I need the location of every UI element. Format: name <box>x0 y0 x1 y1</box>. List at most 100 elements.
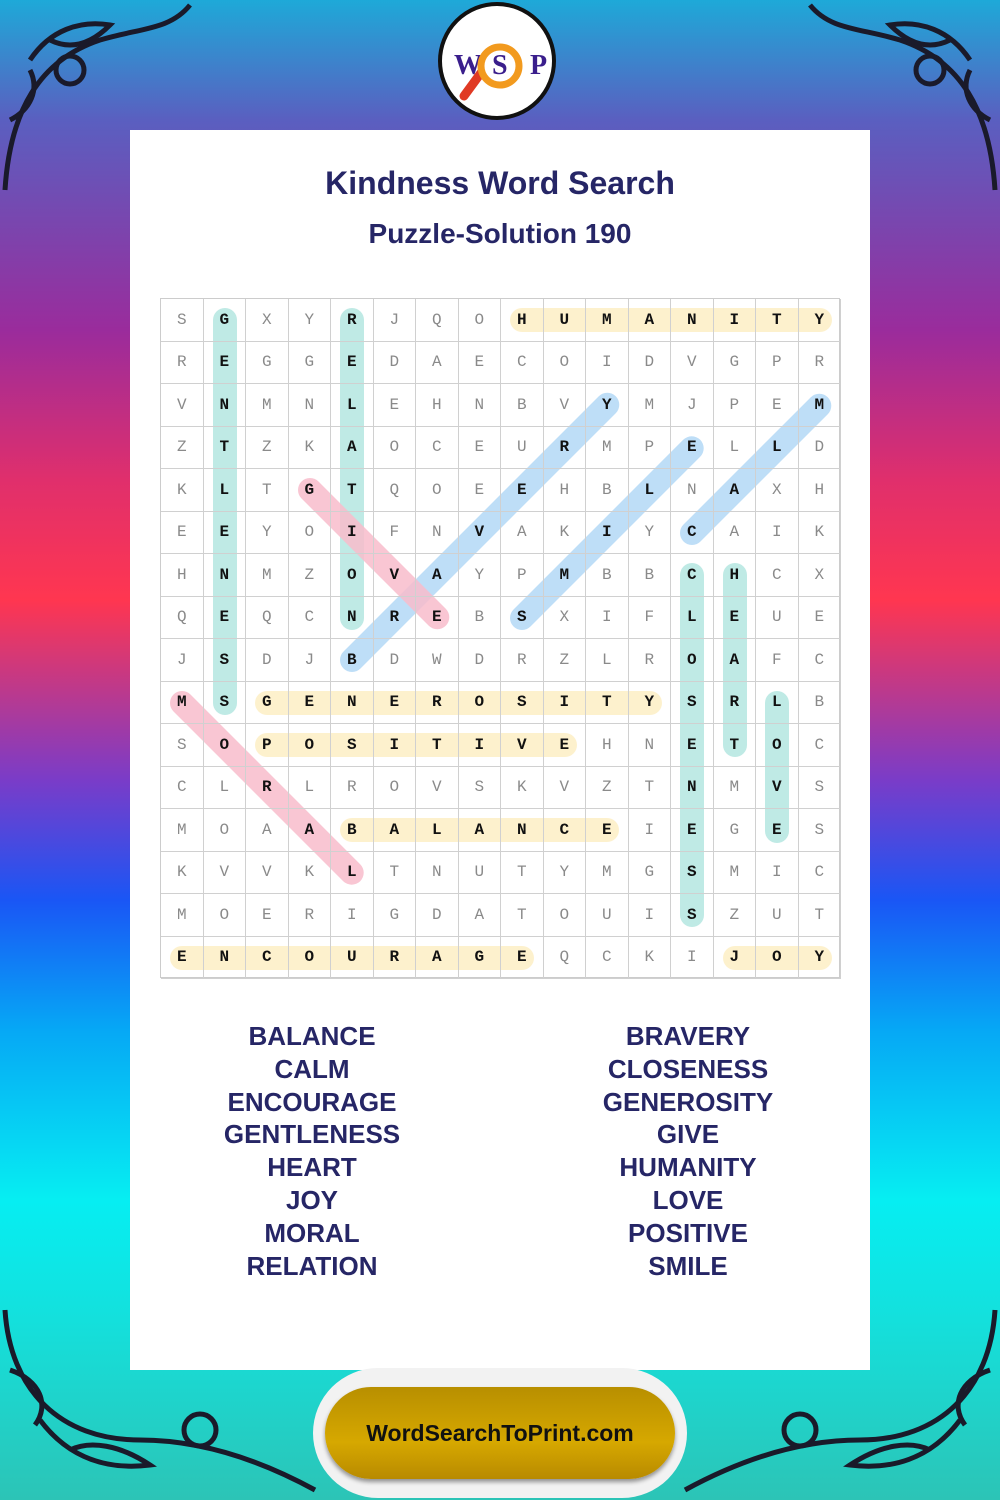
grid-cell[interactable]: E <box>671 724 714 767</box>
grid-cell[interactable]: N <box>331 596 374 639</box>
grid-cell[interactable]: E <box>161 511 204 554</box>
grid-cell[interactable]: C <box>798 851 841 894</box>
grid-cell[interactable]: N <box>458 384 501 427</box>
grid-cell[interactable]: S <box>331 724 374 767</box>
grid-cell[interactable]: E <box>586 809 629 852</box>
grid-cell[interactable]: V <box>543 384 586 427</box>
grid-cell[interactable]: T <box>586 681 629 724</box>
grid-cell[interactable]: I <box>331 894 374 937</box>
grid-cell[interactable]: I <box>373 724 416 767</box>
grid-cell[interactable]: G <box>288 469 331 512</box>
grid-cell[interactable]: M <box>713 766 756 809</box>
grid-cell[interactable]: I <box>628 894 671 937</box>
grid-cell[interactable]: S <box>671 851 714 894</box>
grid-cell[interactable]: M <box>246 384 289 427</box>
grid-cell[interactable]: D <box>416 894 459 937</box>
grid-cell[interactable]: C <box>671 511 714 554</box>
grid-cell[interactable]: O <box>543 341 586 384</box>
grid-cell[interactable]: V <box>373 554 416 597</box>
grid-cell[interactable]: A <box>713 639 756 682</box>
grid-cell[interactable]: Q <box>416 299 459 342</box>
grid-cell[interactable]: E <box>331 341 374 384</box>
grid-cell[interactable]: I <box>458 724 501 767</box>
grid-cell[interactable]: N <box>203 554 246 597</box>
grid-cell[interactable]: M <box>628 384 671 427</box>
grid-cell[interactable]: K <box>161 851 204 894</box>
grid-cell[interactable]: O <box>458 299 501 342</box>
grid-cell[interactable]: C <box>416 426 459 469</box>
grid-cell[interactable]: L <box>713 426 756 469</box>
grid-cell[interactable]: I <box>713 299 756 342</box>
grid-cell[interactable]: O <box>288 936 331 979</box>
grid-cell[interactable]: F <box>628 596 671 639</box>
grid-cell[interactable]: N <box>501 809 544 852</box>
grid-cell[interactable]: Z <box>161 426 204 469</box>
grid-cell[interactable]: K <box>628 936 671 979</box>
grid-cell[interactable]: E <box>501 936 544 979</box>
grid-cell[interactable]: L <box>331 851 374 894</box>
grid-cell[interactable]: C <box>756 554 799 597</box>
grid-cell[interactable]: D <box>628 341 671 384</box>
grid-cell[interactable]: G <box>713 809 756 852</box>
grid-cell[interactable]: Y <box>586 384 629 427</box>
grid-cell[interactable]: I <box>331 511 374 554</box>
grid-cell[interactable]: R <box>246 766 289 809</box>
grid-cell[interactable]: S <box>798 809 841 852</box>
grid-cell[interactable]: C <box>543 809 586 852</box>
grid-cell[interactable]: E <box>373 384 416 427</box>
grid-cell[interactable]: Z <box>543 639 586 682</box>
grid-cell[interactable]: Y <box>246 511 289 554</box>
grid-cell[interactable]: Y <box>543 851 586 894</box>
grid-cell[interactable]: Z <box>246 426 289 469</box>
grid-cell[interactable]: O <box>203 809 246 852</box>
grid-cell[interactable]: S <box>161 299 204 342</box>
grid-cell[interactable]: H <box>798 469 841 512</box>
grid-cell[interactable]: A <box>501 511 544 554</box>
grid-cell[interactable]: A <box>713 469 756 512</box>
grid-cell[interactable]: O <box>756 724 799 767</box>
grid-cell[interactable]: C <box>671 554 714 597</box>
grid-cell[interactable]: T <box>501 894 544 937</box>
grid-cell[interactable]: S <box>671 681 714 724</box>
grid-cell[interactable]: G <box>628 851 671 894</box>
grid-cell[interactable]: A <box>713 511 756 554</box>
grid-cell[interactable]: V <box>671 341 714 384</box>
grid-cell[interactable]: A <box>416 554 459 597</box>
grid-cell[interactable]: T <box>203 426 246 469</box>
grid-cell[interactable]: O <box>203 894 246 937</box>
grid-cell[interactable]: P <box>246 724 289 767</box>
grid-cell[interactable]: T <box>501 851 544 894</box>
grid-cell[interactable]: R <box>798 341 841 384</box>
grid-cell[interactable]: J <box>288 639 331 682</box>
grid-cell[interactable]: Q <box>373 469 416 512</box>
grid-cell[interactable]: W <box>416 639 459 682</box>
grid-cell[interactable]: Z <box>713 894 756 937</box>
grid-cell[interactable]: E <box>713 596 756 639</box>
grid-cell[interactable]: U <box>756 596 799 639</box>
grid-cell[interactable]: Q <box>161 596 204 639</box>
grid-cell[interactable]: P <box>501 554 544 597</box>
grid-cell[interactable]: K <box>543 511 586 554</box>
grid-cell[interactable]: C <box>798 724 841 767</box>
grid-cell[interactable]: H <box>501 299 544 342</box>
grid-cell[interactable]: E <box>203 511 246 554</box>
grid-cell[interactable]: Q <box>246 596 289 639</box>
grid-cell[interactable]: D <box>373 341 416 384</box>
grid-cell[interactable]: H <box>416 384 459 427</box>
grid-cell[interactable]: D <box>458 639 501 682</box>
grid-cell[interactable]: R <box>501 639 544 682</box>
grid-cell[interactable]: G <box>373 894 416 937</box>
grid-cell[interactable]: U <box>586 894 629 937</box>
grid-cell[interactable]: N <box>331 681 374 724</box>
grid-cell[interactable]: Y <box>798 936 841 979</box>
grid-cell[interactable]: T <box>756 299 799 342</box>
grid-cell[interactable]: I <box>586 596 629 639</box>
grid-cell[interactable]: L <box>416 809 459 852</box>
grid-cell[interactable]: G <box>246 341 289 384</box>
grid-cell[interactable]: G <box>203 299 246 342</box>
grid-cell[interactable]: E <box>416 596 459 639</box>
grid-cell[interactable]: M <box>798 384 841 427</box>
grid-cell[interactable]: D <box>246 639 289 682</box>
grid-cell[interactable]: S <box>798 766 841 809</box>
grid-cell[interactable]: B <box>586 554 629 597</box>
